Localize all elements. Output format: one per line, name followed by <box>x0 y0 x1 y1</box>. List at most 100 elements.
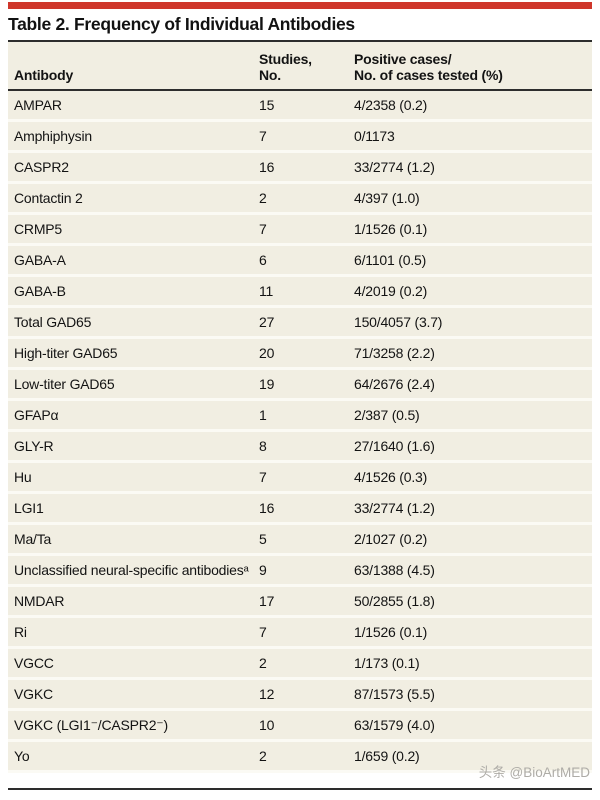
studies-count: 9 <box>259 562 267 578</box>
table-row: GLY-R 8 27/1640 (1.6) <box>8 432 592 463</box>
studies-count: 19 <box>259 376 275 392</box>
antibody-name: Contactin 2 <box>14 190 83 206</box>
positive-cases: 50/2855 (1.8) <box>354 593 435 609</box>
positive-cases: 4/2019 (0.2) <box>354 283 428 299</box>
table-header-row: Antibody Studies, No. Positive cases/ No… <box>8 42 592 89</box>
positive-cases: 1/173 (0.1) <box>354 655 420 671</box>
antibody-name: VGKC <box>14 686 53 702</box>
positive-cases: 87/1573 (5.5) <box>354 686 435 702</box>
studies-count: 2 <box>259 190 267 206</box>
table-body: AMPAR 15 4/2358 (0.2) Amphiphysin 7 0/1173 CAS… <box>8 91 592 773</box>
studies-count: 2 <box>259 655 267 671</box>
header-studies-line2: No. <box>259 67 281 83</box>
studies-count: 16 <box>259 159 275 175</box>
table-row: NMDAR 17 50/2855 (1.8) <box>8 587 592 618</box>
studies-count: 12 <box>259 686 275 702</box>
table-title: Table 2. Frequency of Individual Antibod… <box>8 14 355 34</box>
studies-count: 7 <box>259 469 267 485</box>
studies-count: 2 <box>259 748 267 764</box>
header-rule <box>8 89 592 91</box>
positive-cases: 1/1526 (0.1) <box>354 624 428 640</box>
antibody-name: NMDAR <box>14 593 65 609</box>
table-row: Ma/Ta 5 2/1027 (0.2) <box>8 525 592 556</box>
table-row: Low-titer GAD65 19 64/2676 (2.4) <box>8 370 592 401</box>
positive-cases: 64/2676 (2.4) <box>354 376 435 392</box>
table-row: LGI1 16 33/2774 (1.2) <box>8 494 592 525</box>
bottom-rule <box>8 788 592 790</box>
header-positive-line1: Positive cases/ <box>354 51 452 67</box>
studies-count: 15 <box>259 97 275 113</box>
studies-count: 7 <box>259 221 267 237</box>
antibody-name: Hu <box>14 469 32 485</box>
table-row: VGKC 12 87/1573 (5.5) <box>8 680 592 711</box>
studies-count: 20 <box>259 345 275 361</box>
positive-cases: 33/2774 (1.2) <box>354 500 435 516</box>
header-positive-line2: No. of cases tested (%) <box>354 67 503 83</box>
table-row: Contactin 2 2 4/397 (1.0) <box>8 184 592 215</box>
antibody-name: GLY-R <box>14 438 54 454</box>
table-row: High-titer GAD65 20 71/3258 (2.2) <box>8 339 592 370</box>
positive-cases: 2/387 (0.5) <box>354 407 420 423</box>
antibody-name: VGKC (LGI1⁻/CASPR2⁻) <box>14 717 168 733</box>
positive-cases: 4/2358 (0.2) <box>354 97 428 113</box>
antibody-name: LGI1 <box>14 500 44 516</box>
table-row: Hu 7 4/1526 (0.3) <box>8 463 592 494</box>
antibody-name: Ri <box>14 624 27 640</box>
antibody-name: VGCC <box>14 655 54 671</box>
positive-cases: 1/1526 (0.1) <box>354 221 428 237</box>
studies-count: 5 <box>259 531 267 547</box>
table-row: Amphiphysin 7 0/1173 <box>8 122 592 153</box>
positive-cases: 6/1101 (0.5) <box>354 252 427 268</box>
table-row: GFAPα 1 2/387 (0.5) <box>8 401 592 432</box>
table-row: CRMP5 7 1/1526 (0.1) <box>8 215 592 246</box>
antibody-name: High-titer GAD65 <box>14 345 118 361</box>
antibody-name: Yo <box>14 748 30 764</box>
studies-count: 6 <box>259 252 267 268</box>
studies-count: 16 <box>259 500 275 516</box>
table-row: Ri 7 1/1526 (0.1) <box>8 618 592 649</box>
antibody-name: GFAPα <box>14 407 59 423</box>
antibody-name: Low-titer GAD65 <box>14 376 115 392</box>
table-row: VGKC (LGI1⁻/CASPR2⁻) 10 63/1579 (4.0) <box>8 711 592 742</box>
table-row: Total GAD65 27 150/4057 (3.7) <box>8 308 592 339</box>
positive-cases: 63/1388 (4.5) <box>354 562 435 578</box>
positive-cases: 4/397 (1.0) <box>354 190 420 206</box>
table-row: Unclassified neural-specific antibodiesᵃ… <box>8 556 592 587</box>
studies-count: 17 <box>259 593 275 609</box>
antibody-name: CRMP5 <box>14 221 63 237</box>
antibody-name: Total GAD65 <box>14 314 92 330</box>
table-row: AMPAR 15 4/2358 (0.2) <box>8 91 592 122</box>
table-row: VGCC 2 1/173 (0.1) <box>8 649 592 680</box>
studies-count: 1 <box>259 407 267 423</box>
top-accent-bar <box>8 2 592 9</box>
antibody-name: AMPAR <box>14 97 62 113</box>
studies-count: 10 <box>259 717 275 733</box>
positive-cases: 0/1173 <box>354 128 395 144</box>
positive-cases: 63/1579 (4.0) <box>354 717 435 733</box>
antibody-name: Ma/Ta <box>14 531 52 547</box>
studies-count: 7 <box>259 128 267 144</box>
studies-count: 7 <box>259 624 267 640</box>
positive-cases: 33/2774 (1.2) <box>354 159 435 175</box>
watermark: 头条 @BioArtMED <box>478 765 590 780</box>
positive-cases: 150/4057 (3.7) <box>354 314 443 330</box>
header-studies: Studies, No. <box>259 51 354 83</box>
antibody-name: Unclassified neural-specific antibodiesᵃ <box>14 562 249 578</box>
table-row: GABA-B 11 4/2019 (0.2) <box>8 277 592 308</box>
table-row: CASPR2 16 33/2774 (1.2) <box>8 153 592 184</box>
header-positive-cases: Positive cases/ No. of cases tested (%) <box>354 51 592 83</box>
positive-cases: 1/659 (0.2) <box>354 748 420 764</box>
table-row: GABA-A 6 6/1101 (0.5) <box>8 246 592 277</box>
antibody-name: CASPR2 <box>14 159 69 175</box>
positive-cases: 2/1027 (0.2) <box>354 531 428 547</box>
positive-cases: 71/3258 (2.2) <box>354 345 435 361</box>
antibody-name: GABA-B <box>14 283 66 299</box>
positive-cases: 27/1640 (1.6) <box>354 438 435 454</box>
antibody-name: GABA-A <box>14 252 66 268</box>
studies-count: 11 <box>259 283 274 299</box>
antibody-name: Amphiphysin <box>14 128 92 144</box>
positive-cases: 4/1526 (0.3) <box>354 469 428 485</box>
header-antibody: Antibody <box>14 67 74 83</box>
table-row: Yo 2 1/659 (0.2) <box>8 742 592 773</box>
